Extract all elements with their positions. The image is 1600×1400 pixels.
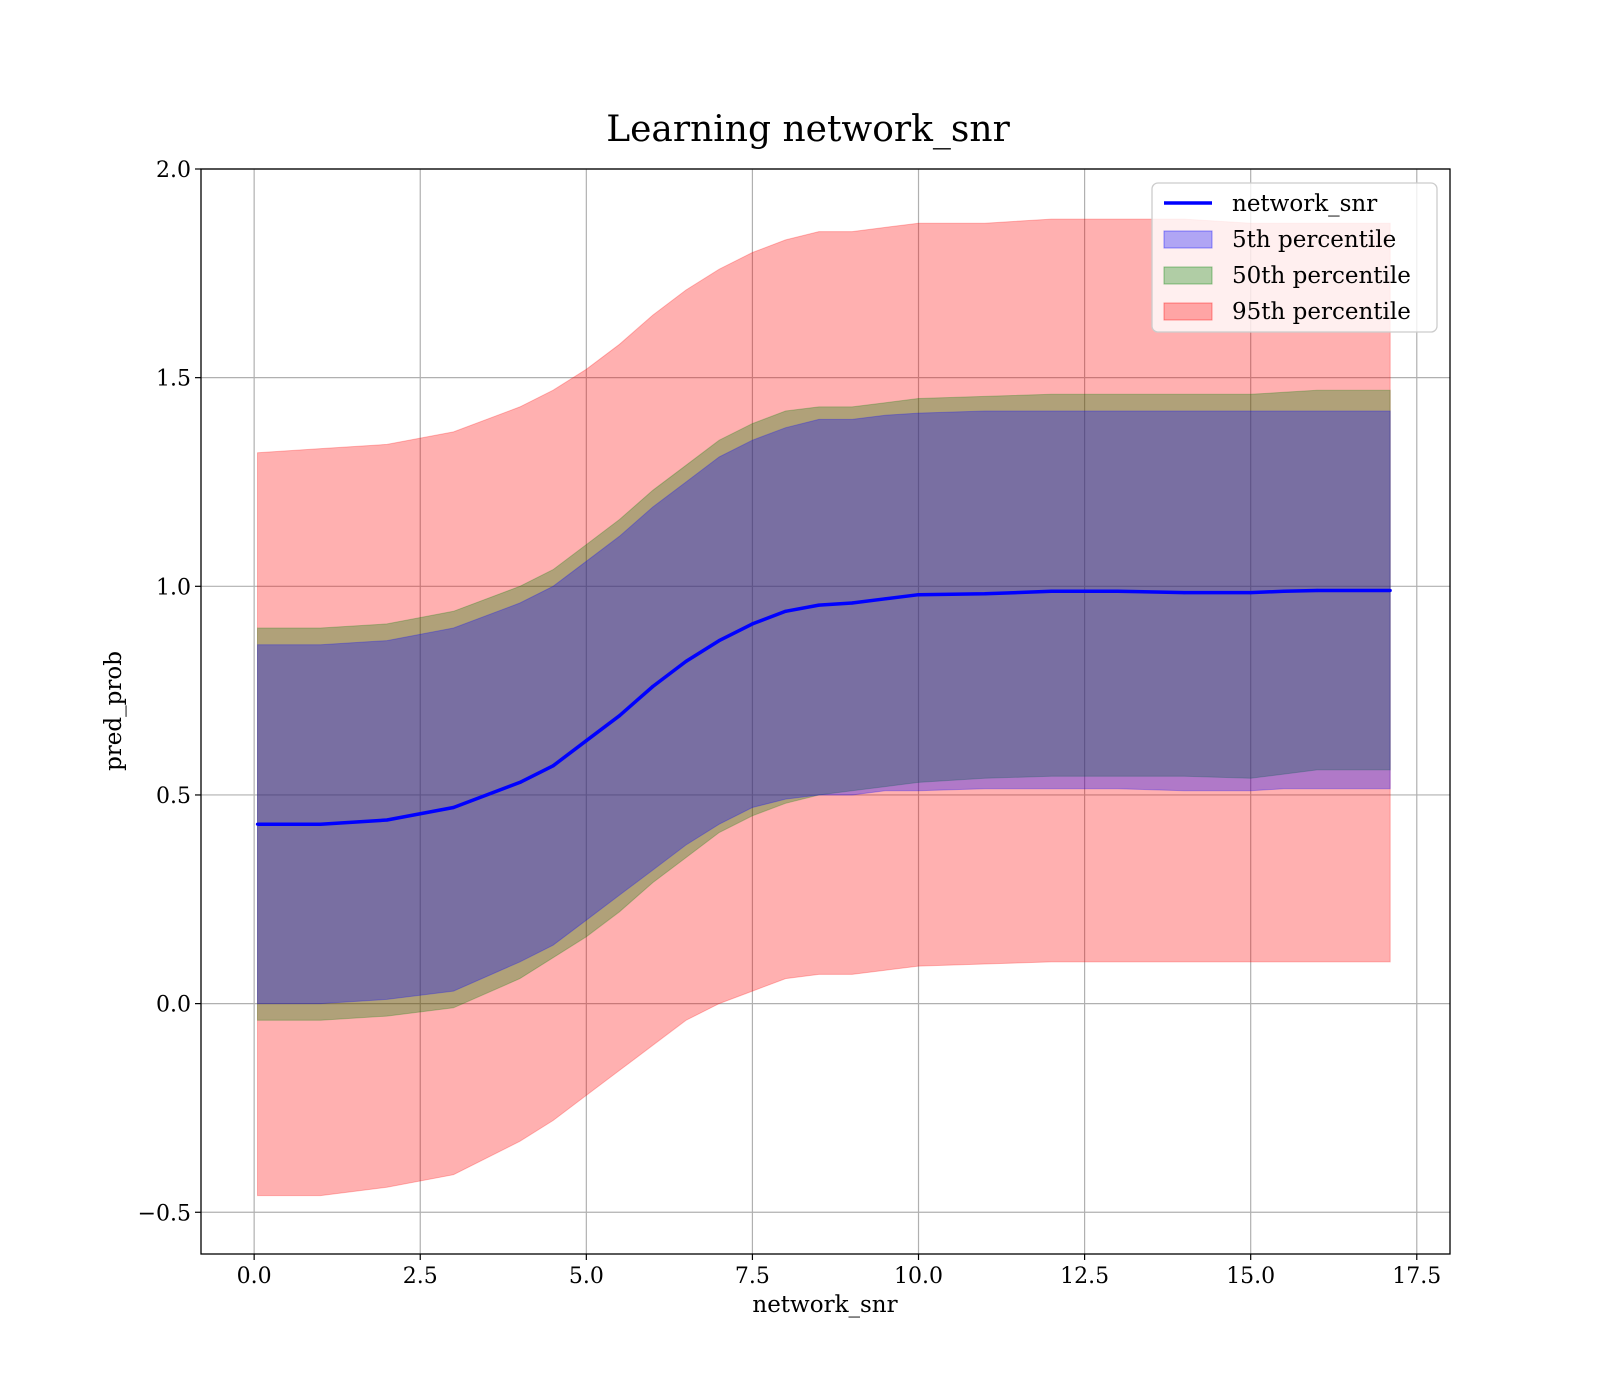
x-axis-label: network_snr: [752, 1292, 897, 1318]
legend-swatch-band: [1163, 230, 1213, 249]
line-point: [584, 739, 588, 743]
y-tick-label: 1.5: [156, 367, 191, 392]
plot-frame: [200, 168, 1451, 1255]
y-tick-label: 1.0: [156, 575, 191, 600]
line-point: [750, 622, 755, 626]
legend-label: network_snr: [1232, 191, 1377, 217]
line-point: [1116, 589, 1120, 593]
axis-ticks: 0.0 2.5 5.0 7.5 10.0 12.5 15.0 17.5 −0.5 0.0 0.5 1.…: [138, 158, 1442, 1289]
line-point: [983, 592, 987, 596]
legend-items: network_snr 5th percentile 50th percentile…: [1163, 191, 1411, 325]
line-point: [916, 593, 921, 597]
line-point: [784, 609, 788, 613]
line-point: [255, 822, 260, 826]
line-point: [717, 638, 721, 643]
legend-box: [1151, 182, 1438, 333]
y-axis-label: pred_prob: [101, 651, 127, 771]
x-tick-label: 17.5: [1392, 1264, 1441, 1289]
y-tick-label: −0.5: [138, 1201, 191, 1226]
legend-swatch-band: [1163, 266, 1213, 285]
line-point: [318, 822, 323, 826]
line-point: [385, 818, 389, 822]
line-point: [850, 601, 854, 605]
band-95th-percentile: [257, 218, 1391, 1197]
band-50th-percentile: [257, 389, 1391, 1021]
line-point: [551, 764, 555, 768]
line-point: [617, 714, 622, 718]
y-tick-label: 0.0: [156, 993, 191, 1018]
chart-title: Learning network_snr: [606, 109, 1010, 150]
line-point: [1049, 589, 1053, 593]
legend-label: 5th percentile: [1232, 227, 1396, 253]
line-point: [1315, 588, 1319, 593]
x-tick-label: 15.0: [1226, 1264, 1275, 1289]
line-point: [684, 659, 688, 664]
line-point: [651, 684, 655, 689]
x-tick-label: 10.0: [894, 1264, 943, 1289]
band-5th-percentile: [257, 410, 1391, 1005]
line-point: [518, 780, 522, 785]
x-tick-label: 0.0: [237, 1264, 272, 1289]
x-tick-label: 12.5: [1060, 1264, 1109, 1289]
legend-label: 50th percentile: [1232, 263, 1411, 289]
x-tick-label: 5.0: [569, 1264, 604, 1289]
line-point: [1282, 589, 1286, 593]
line-point: [451, 805, 456, 810]
line-point: [1388, 588, 1392, 593]
legend-swatch-band: [1163, 302, 1213, 321]
line-point: [1182, 590, 1186, 595]
legend: network_snr 5th percentile 50th percentile…: [1151, 182, 1438, 333]
x-tick-label: 2.5: [403, 1264, 438, 1289]
y-tick-label: 0.5: [156, 784, 191, 809]
legend-label: 95th percentile: [1232, 299, 1411, 325]
line-point: [817, 603, 821, 607]
line-point: [1249, 590, 1253, 595]
line-point: [883, 597, 887, 601]
y-tick-label: 2.0: [156, 158, 191, 183]
percentile-bands: [257, 218, 1391, 1197]
x-tick-label: 7.5: [735, 1264, 770, 1289]
line-series: [255, 588, 1392, 826]
